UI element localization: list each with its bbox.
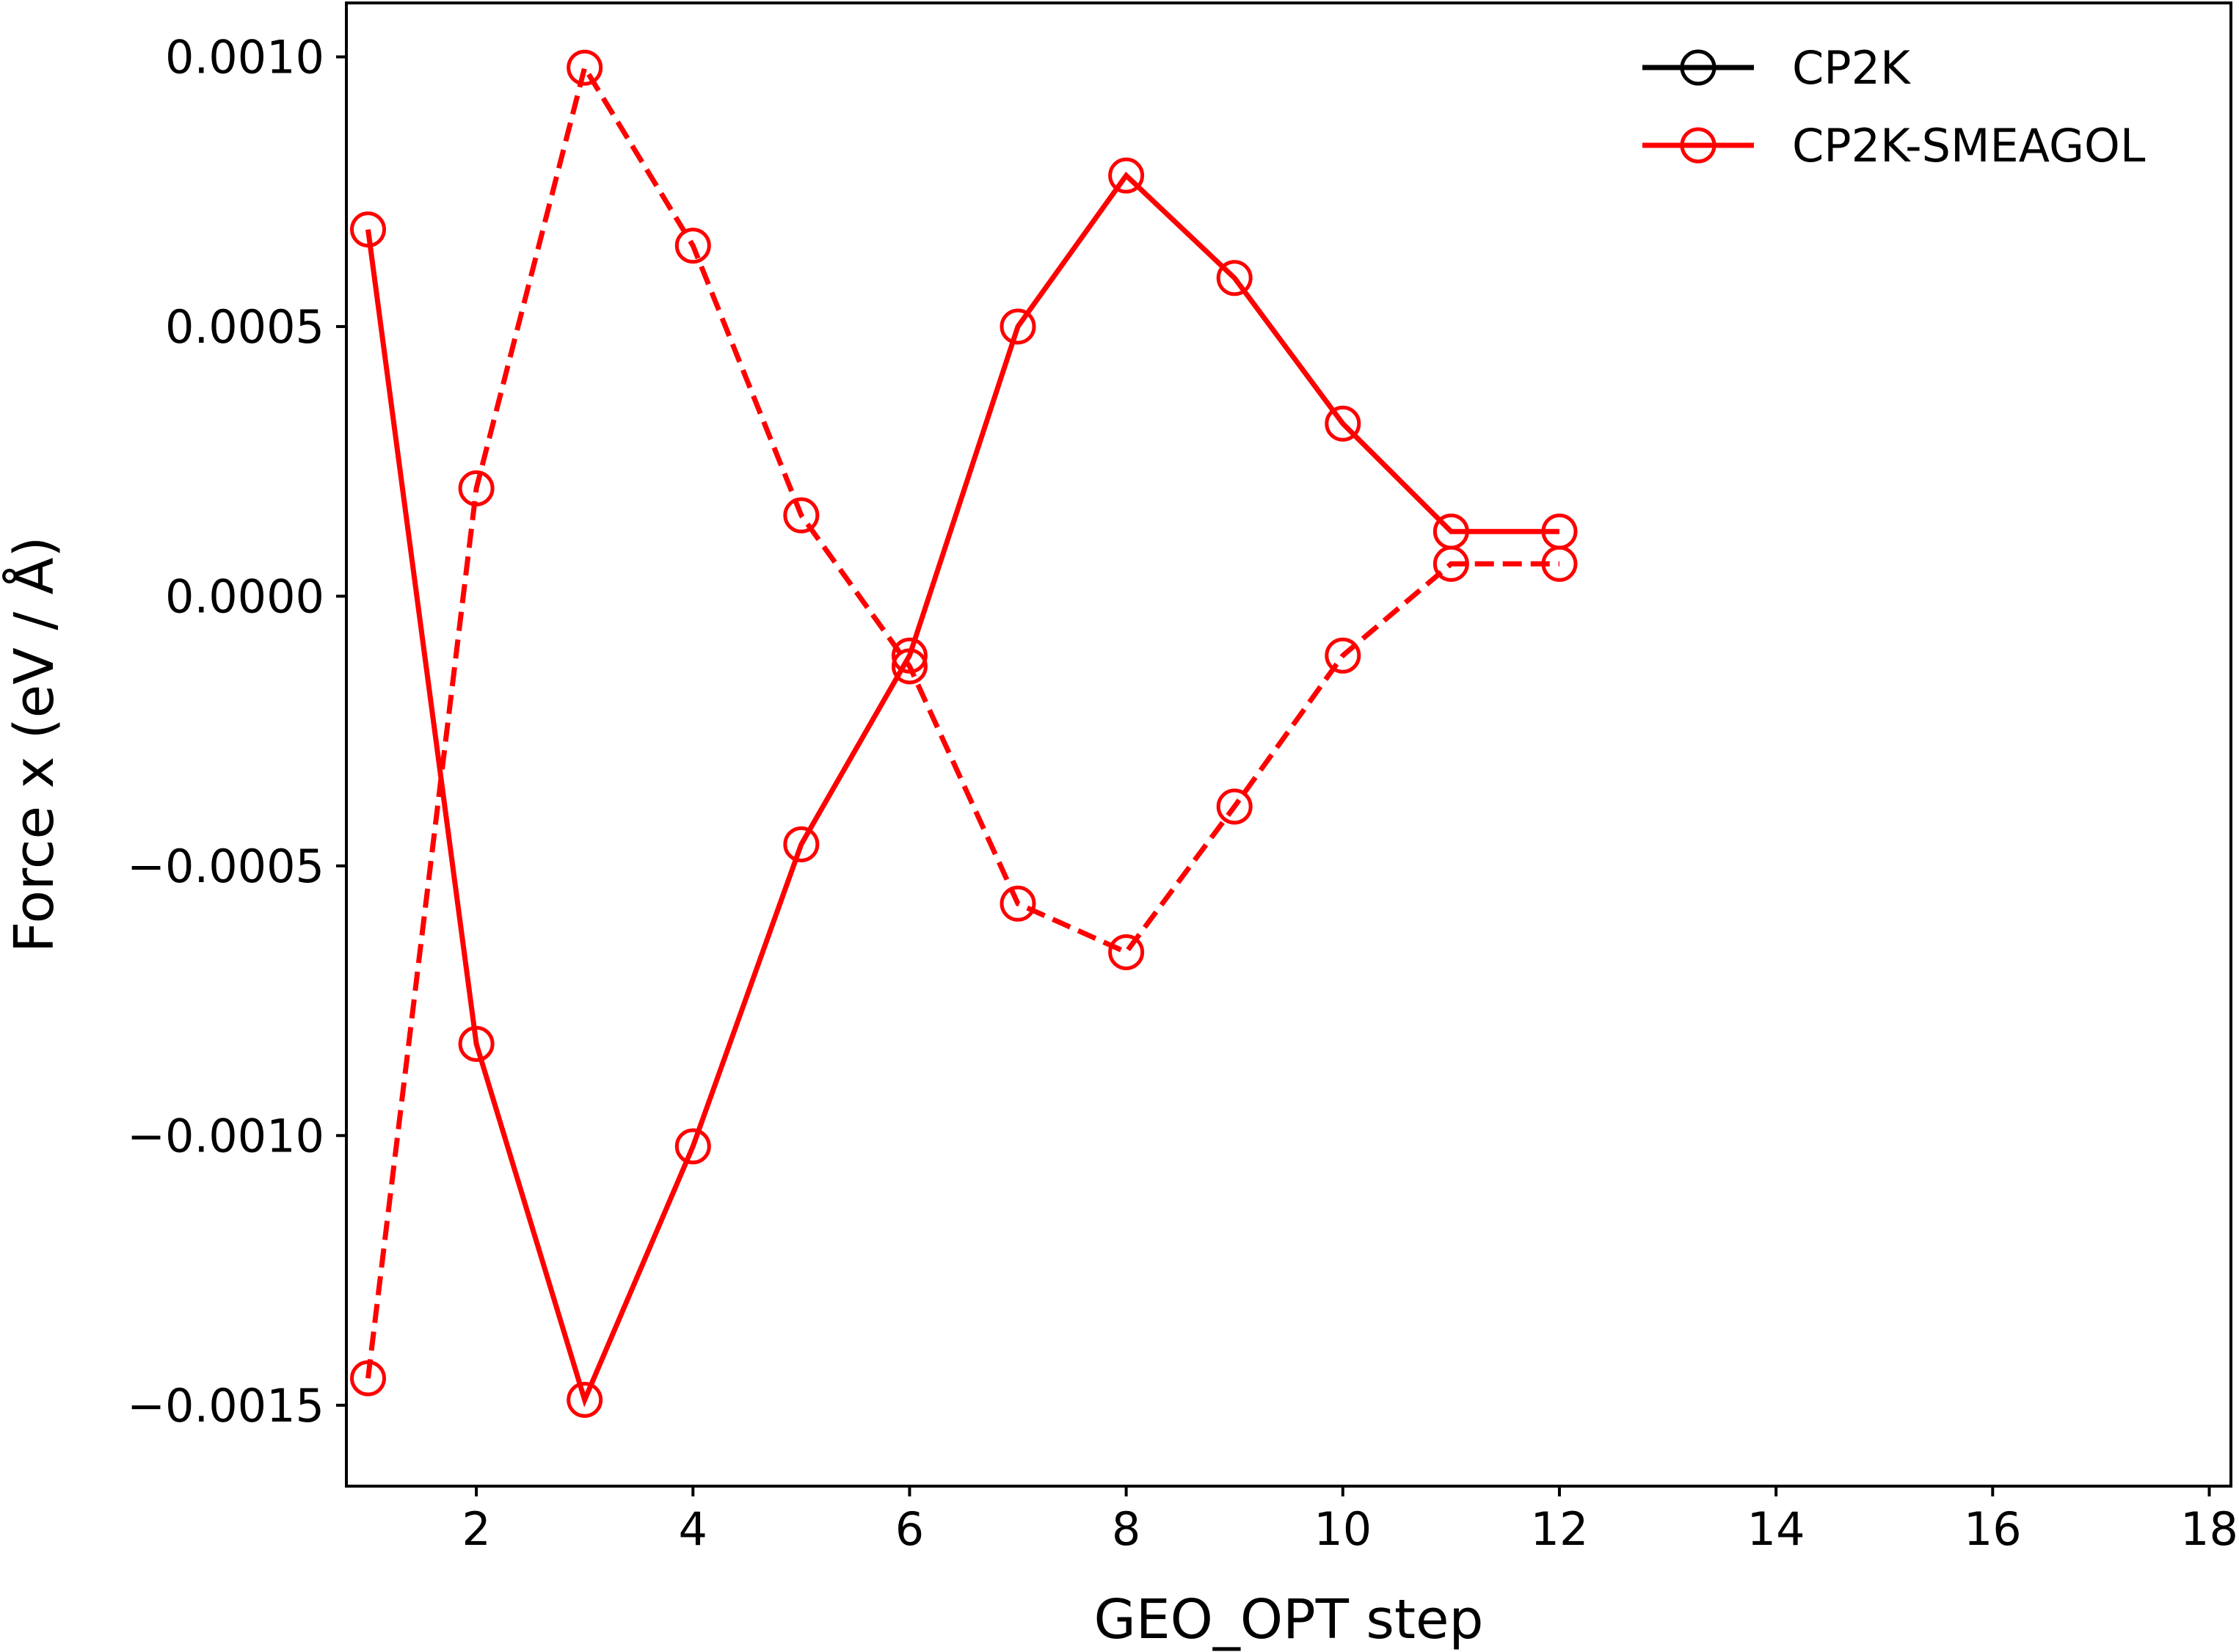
x-axis-label: GEO_OPT step (1093, 1588, 1483, 1651)
series-dashed-line (365, 61, 1559, 1379)
y-tick-label: 0.0000 (165, 570, 324, 623)
y-axis: 0.0010 0.0005 0.0000 −0.0005 −0.0010 −0.0015 (127, 30, 346, 1433)
plot-frame (345, 1, 2232, 1488)
series-solid-point (1216, 260, 1253, 296)
x-tick-label: 16 (1964, 1502, 2022, 1556)
series-dashed-point (783, 497, 820, 534)
series-solid-point (350, 211, 387, 248)
y-tick-label: −0.0005 (127, 840, 324, 893)
x-tick-label: 2 (462, 1502, 490, 1556)
series-solid-point (458, 1025, 495, 1062)
y-tick-label: −0.0010 (127, 1109, 324, 1162)
series-dashed-point (1000, 885, 1036, 922)
legend-marker (1680, 127, 1716, 164)
series-dashed-point (350, 1360, 387, 1397)
series-dashed-point (1541, 545, 1578, 582)
x-tick-label: 12 (1531, 1502, 1589, 1556)
y-axis-label: Force x (eV / Å) (1, 536, 66, 953)
series-solid-point (1325, 405, 1361, 442)
series-solid-point (1000, 308, 1036, 345)
y-tick-label: 0.0005 (165, 300, 324, 354)
series-solid-point (783, 826, 820, 862)
legend-marker (1680, 49, 1716, 86)
legend: CP2K CP2K-SMEAGOL (1642, 41, 2146, 172)
series-dashed-point (1108, 934, 1145, 970)
x-tick-label: 8 (1112, 1502, 1140, 1556)
y-tick-label: 0.0010 (165, 30, 324, 84)
legend-label: CP2K-SMEAGOL (1792, 119, 2146, 172)
series-dashed-point (567, 49, 603, 86)
series-dashed-point (1216, 788, 1253, 825)
y-tick-label: −0.0015 (127, 1379, 324, 1433)
series-solid-point (567, 1381, 603, 1418)
series-solid-point (1108, 157, 1145, 194)
series-dashed-point (1432, 545, 1469, 582)
x-tick-label: 14 (1747, 1502, 1805, 1556)
x-tick-label: 10 (1314, 1502, 1372, 1556)
legend-label: CP2K (1792, 41, 1911, 95)
series-solid-point (674, 1128, 711, 1165)
x-tick-label: 4 (679, 1502, 707, 1556)
x-axis: 2 4 6 8 10 12 14 16 18 (462, 1486, 2238, 1556)
series-dashed-point (891, 648, 928, 685)
x-tick-label: 6 (895, 1502, 924, 1556)
series-solid-line (365, 171, 1559, 1408)
series-dashed-point (458, 470, 495, 506)
series-dashed-point (674, 228, 711, 264)
series-dashed-point (1325, 637, 1361, 674)
x-tick-label: 18 (2180, 1502, 2238, 1556)
plot-area (350, 49, 1578, 1418)
